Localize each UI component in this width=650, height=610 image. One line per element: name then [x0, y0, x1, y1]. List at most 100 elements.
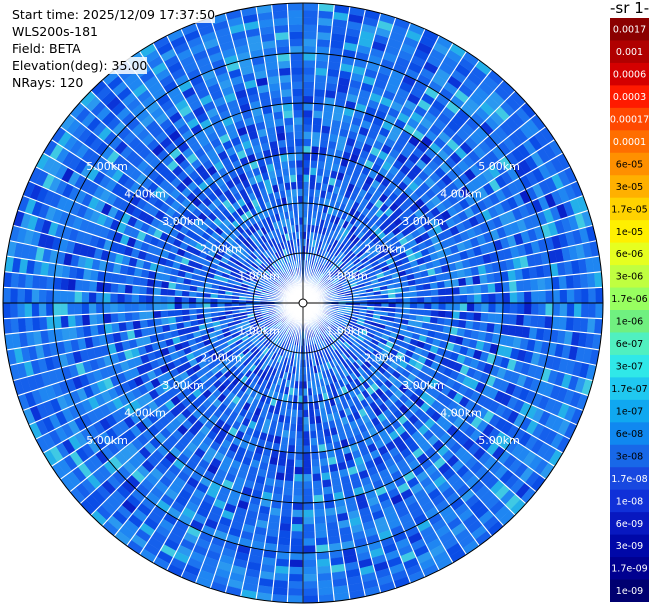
range-gate-cell: [595, 302, 604, 319]
range-gate-cell: [473, 284, 482, 295]
range-gate-cell: [81, 314, 91, 327]
range-gate-cell: [302, 559, 317, 568]
range-gate-cell: [288, 566, 304, 575]
range-gate-cell: [272, 10, 289, 20]
range-gate-cell: [315, 537, 329, 546]
range-gate-cell: [74, 290, 83, 304]
range-gate-cell: [480, 312, 489, 323]
range-gate-cell: [110, 282, 119, 294]
range-gate-cell: [273, 479, 285, 488]
range-gate-cell: [530, 278, 539, 292]
range-gate-cell: [290, 523, 304, 532]
range-gate-cell: [452, 310, 461, 320]
range-gate-cell: [124, 311, 133, 322]
range-gate-cell: [474, 293, 482, 304]
range-gate-cell: [537, 315, 546, 329]
range-gate-cell: [153, 310, 162, 319]
range-gate-cell: [566, 288, 575, 304]
range-gate-cell: [117, 283, 126, 294]
range-gate-cell: [292, 495, 304, 504]
range-gate-cell: [509, 291, 518, 304]
range-gate-cell: [302, 117, 313, 125]
range-gate-cell: [118, 321, 127, 333]
range-gate-cell: [81, 291, 90, 304]
range-gate-cell: [459, 302, 468, 312]
range-gate-cell: [291, 509, 304, 518]
range-gate-cell: [311, 124, 322, 133]
range-gate-cell: [296, 416, 304, 425]
range-gate-cell: [124, 284, 133, 295]
range-gate-cell: [581, 287, 589, 304]
range-gate-cell: [314, 74, 328, 83]
range-gate-cell: [302, 2, 319, 11]
range-gate-cell: [272, 586, 289, 596]
range-gate-cell: [81, 279, 91, 292]
range-gate-cell: [302, 38, 317, 47]
range-gate-cell: [24, 273, 34, 289]
range-gate-cell: [431, 302, 439, 311]
range-gate-cell: [294, 445, 304, 454]
range-gate-cell: [537, 277, 546, 291]
range-gate-cell: [302, 109, 314, 118]
range-gate-cell: [459, 294, 468, 304]
range-gate-cell: [174, 302, 182, 310]
range-gate-cell: [60, 277, 69, 291]
range-gate-cell: [277, 537, 291, 546]
range-gate-cell: [312, 110, 324, 119]
range-gate-cell: [317, 572, 333, 582]
range-gate-cell: [310, 452, 320, 461]
range-gate-cell: [508, 313, 518, 326]
range-gate-cell: [311, 466, 322, 475]
range-gate-cell: [138, 294, 147, 304]
range-gate-cell: [459, 311, 468, 321]
range-gate-cell: [10, 272, 20, 289]
range-gate-cell: [531, 302, 539, 316]
range-gate-cell: [313, 95, 325, 105]
range-gate-cell: [74, 278, 83, 292]
range-gate-cell: [573, 302, 582, 318]
range-gate-cell: [302, 31, 318, 40]
range-gate-cell: [281, 501, 293, 511]
range-gate-cell: [110, 312, 119, 324]
range-gate-cell: [487, 282, 496, 294]
range-gate-cell: [95, 292, 104, 304]
range-gate-cell: [494, 312, 503, 325]
range-gate-cell: [279, 81, 292, 91]
range-gate-cell: [515, 314, 525, 327]
range-gate-cell: [316, 558, 331, 568]
range-gate-cell: [95, 281, 105, 293]
range-gate-cell: [31, 302, 40, 318]
range-gate-cell: [302, 552, 317, 561]
range-gate-cell: [284, 473, 295, 482]
range-gate-cell: [24, 288, 33, 304]
range-gate-cell: [67, 314, 76, 328]
range-gate-cell: [272, 579, 289, 589]
range-gate-cell: [302, 138, 312, 147]
range-gate-cell: [310, 145, 320, 154]
range-gate-cell: [289, 559, 304, 568]
range-gate-cell: [302, 523, 316, 532]
range-gate-cell: [145, 302, 154, 312]
range-gate-cell: [431, 295, 439, 304]
range-gate-cell: [138, 311, 147, 321]
range-gate-cell: [588, 287, 597, 304]
range-gate-cell: [313, 508, 326, 518]
range-gate-cell: [416, 296, 425, 304]
range-gate-cell: [515, 279, 525, 292]
range-gate-cell: [314, 523, 328, 532]
range-gate-cell: [45, 302, 54, 317]
range-gate-cell: [579, 272, 589, 289]
range-gate-cell: [316, 565, 332, 575]
range-gate-cell: [424, 296, 432, 304]
range-gate-cell: [152, 294, 161, 304]
range-gate-cell: [145, 286, 154, 296]
range-gate-cell: [523, 278, 532, 292]
range-gate-cell: [124, 293, 132, 304]
range-gate-cell: [495, 302, 504, 314]
range-gate-cell: [131, 284, 140, 295]
range-gate-cell: [281, 95, 293, 105]
range-gate-cell: [444, 287, 453, 296]
range-gate-cell: [272, 17, 289, 27]
range-gate-cell: [281, 103, 294, 112]
